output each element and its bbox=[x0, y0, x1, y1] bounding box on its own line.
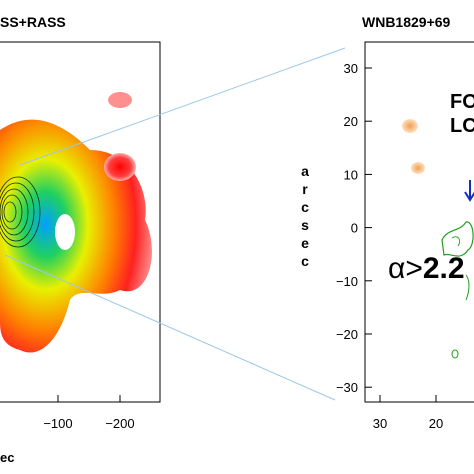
annotation: LC bbox=[450, 115, 474, 137]
y-axis-label: c bbox=[301, 253, 309, 269]
y-tick-label: 10 bbox=[344, 167, 358, 182]
y-axis-label: r bbox=[302, 181, 308, 197]
blob bbox=[104, 153, 136, 181]
radio-emission bbox=[0, 119, 152, 353]
y-tick-label: 20 bbox=[344, 114, 358, 129]
zoom-line bbox=[4, 254, 336, 401]
y-axis-label: s bbox=[301, 217, 309, 233]
x-tick-label: 20 bbox=[429, 416, 443, 431]
contour bbox=[441, 221, 474, 257]
y-tick-label: −20 bbox=[336, 327, 358, 342]
annotation: FO bbox=[450, 91, 474, 113]
contour bbox=[465, 274, 470, 301]
contours bbox=[0, 176, 41, 248]
x-axis-label: ec bbox=[0, 450, 14, 465]
panel-title: SS+RASS bbox=[0, 14, 66, 30]
contour bbox=[451, 236, 461, 247]
source bbox=[402, 119, 418, 133]
blob bbox=[108, 92, 132, 108]
y-tick-label: 30 bbox=[344, 61, 358, 76]
x-tick-label: −200 bbox=[105, 416, 134, 431]
alpha-value: 2.2 bbox=[423, 252, 465, 285]
contour bbox=[451, 349, 459, 359]
source bbox=[411, 162, 425, 174]
panel-title: WNB1829+69 bbox=[362, 14, 451, 30]
zoom-line bbox=[19, 47, 346, 166]
frame bbox=[364, 41, 474, 403]
y-tick-label: 0 bbox=[351, 221, 358, 236]
x-tick-label: −100 bbox=[43, 416, 72, 431]
alpha-label: α>2.2 bbox=[388, 252, 465, 285]
hole bbox=[55, 214, 75, 250]
y-axis-label: a bbox=[301, 163, 309, 179]
y-axis-label: c bbox=[301, 199, 309, 215]
x-tick-label: 30 bbox=[373, 416, 387, 431]
left-panel: SS+RASS −100 −200 ec bbox=[0, 14, 161, 465]
frame bbox=[0, 41, 161, 403]
y-tick-label: −30 bbox=[336, 380, 358, 395]
y-axis-label: e bbox=[301, 235, 309, 251]
alpha-symbol: α> bbox=[388, 252, 423, 285]
arrow bbox=[464, 180, 474, 202]
y-tick-label: −10 bbox=[336, 274, 358, 289]
